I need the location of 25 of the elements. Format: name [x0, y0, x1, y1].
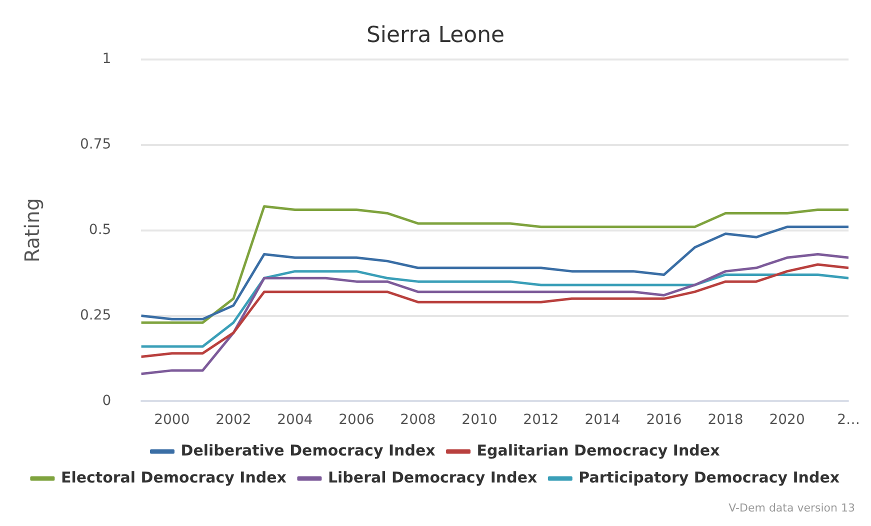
x-tick-label: 2010 [462, 412, 498, 428]
x-tick-label: 2014 [584, 412, 620, 428]
y-tick-label: 0.5 [88, 222, 112, 238]
legend-label: Participatory Democracy Index [578, 468, 840, 486]
x-tick-label: 2006 [338, 412, 374, 428]
x-tick-label: 2012 [523, 412, 559, 428]
x-tick-label: 2004 [277, 412, 313, 428]
y-tick-label: 0.75 [80, 136, 112, 152]
text: V-Dem data version 13 [728, 501, 855, 514]
x-tick-label: 2002 [216, 412, 252, 428]
legend-label: Egalitarian Democracy Index [476, 441, 720, 460]
legend-label: Deliberative Democracy Index [180, 441, 436, 460]
y-tick-label: 0.25 [80, 307, 112, 324]
x-tick-label: 2016 [646, 412, 682, 428]
y-axis-title: Rating [20, 198, 44, 263]
chart-title: Sierra Leone [366, 22, 505, 48]
y-tick-label: 1 [102, 51, 112, 68]
x-tick-label: 2… [837, 412, 860, 428]
legend-label: Liberal Democracy Index [328, 468, 538, 486]
x-tick-label: 2018 [708, 412, 744, 428]
x-tick-label: 2020 [769, 412, 805, 428]
x-tick-label: 2008 [400, 412, 436, 428]
x-tick-label: 2000 [154, 412, 190, 428]
y-tick-label: 0 [102, 392, 112, 409]
legend-label: Electoral Democracy Index [60, 468, 287, 486]
